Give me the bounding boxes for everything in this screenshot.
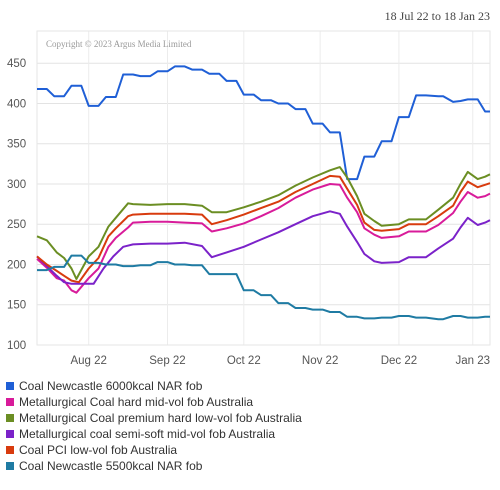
y-tick-label: 250: [7, 219, 26, 231]
y-tick-label: 300: [7, 179, 26, 191]
legend-swatch: [6, 382, 14, 390]
legend-label: Metallurgical Coal hard mid-vol fob Aust…: [19, 395, 254, 409]
series-line-6: [37, 254, 490, 321]
y-tick-label: 450: [7, 58, 26, 70]
series-line-4: [36, 210, 491, 285]
series-line-3: [36, 166, 491, 280]
copyright-text: Copyright © 2023 Argus Media Limited: [46, 39, 192, 49]
legend-label: Coal Newcastle 6000kcal NAR fob: [19, 379, 203, 393]
gridlines: [37, 31, 490, 346]
legend-item: Coal Newcastle 5500kcal NAR fob: [6, 458, 302, 474]
legend-label: Coal PCI low-vol fob Australia: [19, 443, 178, 457]
legend-swatch: [6, 430, 14, 438]
y-tick-label: 400: [7, 98, 26, 110]
legend-swatch: [6, 414, 14, 422]
x-tick-label: Jan 23: [456, 355, 491, 367]
series-line-2: [36, 183, 491, 294]
legend: Coal Newcastle 6000kcal NAR fob Metallurg…: [6, 378, 302, 474]
legend-item: Metallurgical coal semi-soft mid-vol fob…: [6, 426, 302, 442]
series-line-1: [37, 65, 490, 181]
legend-label: Metallurgical coal semi-soft mid-vol fob…: [19, 427, 276, 441]
series-lines: [36, 65, 491, 321]
legend-label: Metallurgical Coal premium hard low-vol …: [19, 411, 302, 425]
legend-swatch: [6, 398, 14, 406]
legend-item: Metallurgical Coal hard mid-vol fob Aust…: [6, 394, 302, 410]
date-range-label: 18 Jul 22 to 18 Jan 23: [384, 9, 490, 23]
line-chart: Copyright © 2023 Argus Media Limited 100…: [7, 30, 491, 367]
y-axis-ticks: 100 150 200 250 300 350 400 450: [7, 58, 26, 352]
x-tick-label: Oct 22: [227, 355, 261, 367]
legend-swatch: [6, 446, 14, 454]
x-tick-label: Aug 22: [70, 355, 106, 367]
legend-item: Metallurgical Coal premium hard low-vol …: [6, 410, 302, 426]
x-axis-ticks: Aug 22 Sep 22 Oct 22 Nov 22 Dec 22 Jan 23: [70, 355, 490, 367]
legend-item: Coal Newcastle 6000kcal NAR fob: [6, 378, 302, 394]
x-tick-label: Dec 22: [381, 355, 417, 367]
legend-label: Coal Newcastle 5500kcal NAR fob: [19, 459, 203, 473]
y-tick-label: 150: [7, 300, 26, 312]
x-tick-label: Sep 22: [149, 355, 185, 367]
legend-swatch: [6, 462, 14, 470]
x-tick-label: Nov 22: [302, 355, 338, 367]
y-tick-label: 200: [7, 259, 26, 271]
y-tick-label: 100: [7, 340, 26, 352]
legend-item: Coal PCI low-vol fob Australia: [6, 442, 302, 458]
plot-area-frame: [36, 30, 491, 346]
y-tick-label: 350: [7, 139, 26, 151]
